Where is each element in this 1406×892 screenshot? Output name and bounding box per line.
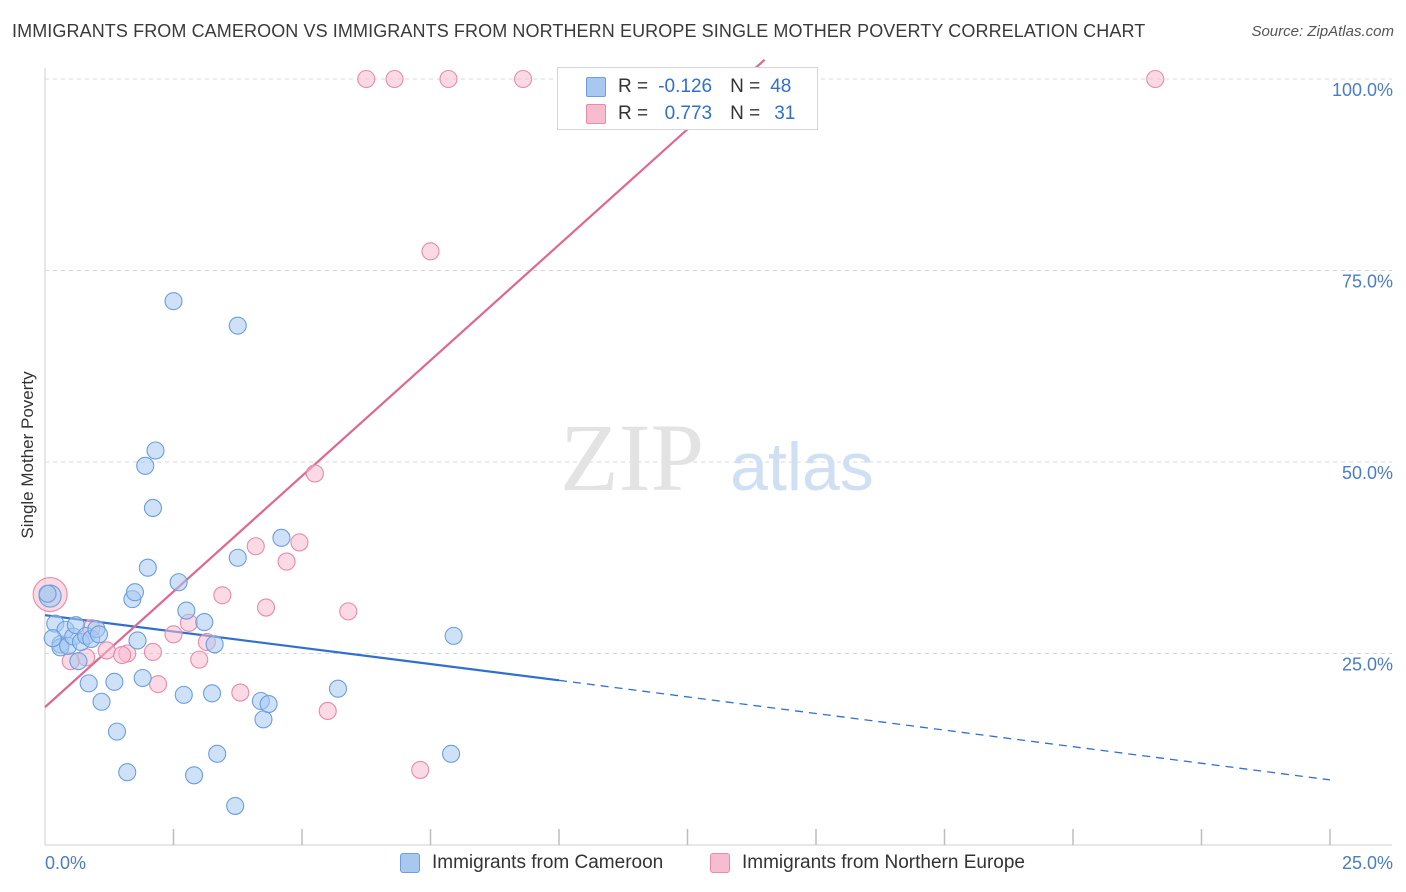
cameroon-point	[118, 763, 137, 782]
legend-label-cameroon: Immigrants from Cameroon	[432, 852, 664, 873]
northern-europe-point	[113, 645, 132, 665]
northern-europe-swatch	[586, 104, 606, 124]
grid-lines	[45, 78, 1392, 654]
series-legend: Immigrants from Cameroon Immigrants from…	[0, 850, 1406, 880]
stats-row-northern-europe: R = 0.773 N = 31	[558, 100, 795, 128]
x-tick-label: 0.0%	[45, 853, 86, 873]
northern-europe-point	[305, 464, 324, 483]
cameroon-point	[128, 631, 147, 650]
watermark-zip: ZIP	[560, 404, 704, 511]
cameroon-point	[107, 722, 127, 741]
northern-europe-point	[256, 598, 276, 617]
y-tick-label: 75.0%	[1342, 272, 1393, 292]
cameroon-point	[169, 573, 188, 592]
cameroon-point	[328, 679, 348, 698]
northern-europe-point	[513, 69, 533, 89]
cameroon-point	[146, 441, 165, 460]
source-label: Source: ZipAtlas.com	[1251, 23, 1394, 40]
northern-europe-point	[357, 69, 376, 89]
r-value: -0.126	[658, 76, 713, 97]
northern-europe-point	[277, 552, 296, 571]
n-value: 31	[774, 103, 796, 124]
northern-europe-point	[385, 69, 404, 89]
legend-label-northern-europe: Immigrants from Northern Europe	[742, 852, 1025, 873]
trend-lines	[44, 59, 1331, 781]
cameroon-point	[228, 548, 247, 567]
northern-europe-point	[190, 650, 209, 669]
axes	[44, 68, 1392, 846]
cameroon-point	[138, 558, 157, 577]
northern-europe-point	[143, 642, 162, 662]
northern-europe-point	[213, 586, 232, 605]
cameroon-point	[38, 584, 57, 603]
trend-line-dashed	[558, 679, 1331, 781]
y-tick-label: 50.0%	[1342, 463, 1393, 483]
cameroon-point	[69, 652, 88, 671]
n-value: 48	[770, 76, 792, 97]
cameroon-point	[133, 668, 152, 688]
northern-europe-point	[439, 69, 458, 89]
x-tick-label: 25.0%	[1342, 853, 1393, 873]
cameroon-point	[174, 685, 193, 704]
cameroon-point	[208, 744, 227, 763]
cameroon-point	[195, 613, 214, 632]
trend-line-solid	[44, 614, 560, 682]
northern-europe-point	[290, 533, 309, 552]
northern-europe-point	[231, 683, 250, 702]
y-tick-label: 100.0%	[1332, 80, 1393, 100]
cameroon-point	[226, 796, 245, 815]
cameroon-point	[444, 626, 463, 645]
northern-europe-point	[339, 602, 358, 621]
r-label: R =	[618, 76, 649, 97]
legend-item-northern-europe[interactable]: Immigrants from Northern Europe	[710, 852, 1025, 874]
n-label: N =	[730, 76, 761, 97]
cameroon-point	[143, 498, 162, 518]
cameroon-point	[105, 672, 124, 691]
r-label: R =	[618, 103, 649, 124]
cameroon-point	[272, 528, 291, 547]
cameroon-point	[203, 684, 222, 703]
cameroon-point	[205, 635, 224, 654]
cameroon-legend-swatch	[400, 853, 420, 873]
northern-europe-point	[1146, 69, 1165, 89]
cameroon-point	[177, 601, 196, 620]
cameroon-point	[185, 766, 204, 785]
trend-line-solid	[44, 59, 766, 708]
cameroon-swatch	[586, 77, 606, 97]
tick-labels: 25.0% 50.0% 75.0% 100.0% 0.0% 25.0%	[45, 80, 1393, 873]
n-label: N =	[730, 103, 761, 124]
northern-europe-point	[318, 701, 337, 721]
northern-europe-point	[164, 625, 183, 644]
y-tick-label: 25.0%	[1342, 655, 1393, 675]
northern-europe-legend-swatch	[710, 853, 730, 873]
cameroon-point	[442, 744, 461, 763]
chart-title: IMMIGRANTS FROM CAMEROON VS IMMIGRANTS F…	[12, 21, 1146, 41]
northern-europe-point	[246, 537, 265, 556]
watermark: ZIP atlas	[560, 404, 874, 511]
cameroon-point	[164, 292, 183, 311]
stats-legend: R = -0.126 N = 48 R = 0.773 N = 31	[557, 67, 818, 130]
cameroon-point	[136, 456, 155, 475]
northern-europe-point	[149, 675, 168, 694]
northern-europe-point	[411, 760, 430, 779]
cameroon-point	[228, 316, 247, 335]
northern-europe-point	[97, 641, 116, 660]
cameroon-point	[89, 625, 109, 644]
legend-item-cameroon[interactable]: Immigrants from Cameroon	[400, 852, 663, 874]
cameroon-point	[92, 692, 111, 711]
northern-europe-point	[421, 242, 440, 261]
cameroon-point	[79, 674, 98, 693]
cameroon-point	[125, 583, 144, 602]
data-points	[32, 69, 1165, 815]
cameroon-point	[259, 695, 278, 714]
cameroon-point	[43, 629, 62, 648]
cameroon-point	[254, 710, 273, 729]
watermark-atlas: atlas	[730, 429, 874, 505]
r-value: 0.773	[664, 103, 713, 124]
stats-row-cameroon: R = -0.126 N = 48	[558, 73, 791, 101]
